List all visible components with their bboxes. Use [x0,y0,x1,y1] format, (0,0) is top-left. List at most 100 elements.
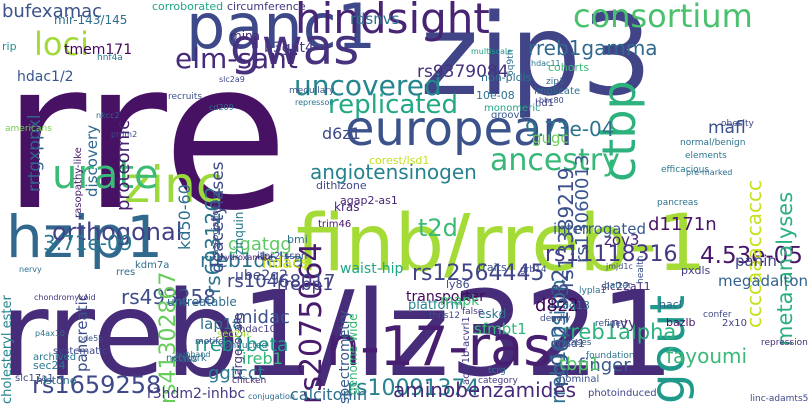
word-chondromyxoid: chondromyxoid [34,293,96,302]
word-calcitonin: calcitonin [290,385,368,404]
word-hdac11: hdac11 [531,59,561,68]
word-zov3: zov3 [604,231,640,249]
word-zip3: zip3 [420,0,653,121]
word-dithizone: dithizone [316,179,367,192]
word-batter: batter [604,281,632,291]
word-bhc80: bhc80 [539,96,564,105]
word-repression: repression [761,338,808,348]
word-recruits: recruits [168,92,203,102]
word-interrogated: interrogated [553,220,647,238]
word-nkcc2: nkcc2 [96,111,120,120]
word-waist-hip: waist-hip [340,261,404,277]
word-kras: kras [334,200,360,214]
word-hdac1-2: hdac1/2 [17,69,74,85]
word-false: false [462,307,484,317]
word-implicate: implicate [534,86,581,97]
word-orthogonal: orthogonal [52,218,183,246]
word-rs12564445: rs12564445 [412,261,545,286]
word-foundation: foundation [586,351,635,361]
word-archived: archived [33,352,77,363]
word-rreb1gamma: rreb1gamma [528,36,658,60]
word-meta-analyses: meta-analyses [773,191,797,346]
word-8q13: 8q13 [562,299,590,312]
word-histone: histone [36,374,77,387]
word-hnf4a: hnf4a [97,53,123,63]
word-slc22a11: slc22a11 [601,280,651,293]
word-acvr1b-acvrl1: acvr1b-acvrl1 [461,316,472,385]
word-consortium: consortium [573,0,753,35]
word-nvy: nvy [611,316,637,332]
word-motifs: motifs [195,337,224,347]
word-itpr2-sspn: itpr2-sspn [257,251,308,262]
word-mass: mass [171,354,198,365]
word-hdac10: hdac10 [239,324,277,335]
word-multiscale: multiscale [471,47,513,56]
word-trim46: trim46 [318,219,352,230]
word-prdm2: prdm2 [111,130,138,139]
word-megadalton: megadalton [718,272,808,290]
word-hydroxamate: hydroxamate [220,253,274,262]
word-category: category [478,376,518,386]
word-genome-wide: genome-wide [346,313,360,396]
word-rs493258: rs493258 [121,285,216,309]
word-kdm7a: kdm7a [135,260,170,271]
word-nervy: nervy [19,265,42,274]
word-systematic: systematic [53,346,108,357]
word-mapk: mapk [440,293,480,309]
word-dad1: dad1 [557,337,585,350]
word-lypla1: lypla1 [579,286,607,296]
word-pre-marked: pre-marked [686,168,733,177]
word-rs1659258: rs1659258 [32,371,162,399]
word-lap18: lap18 [200,315,242,333]
word-rs10468017: rs10468017 [227,271,336,292]
word-hd1: hd1 [535,98,555,109]
word-fayoumi: fayoumi [666,344,748,368]
word-angiotensinogen: angiotensinogen [310,160,477,184]
word-ube2q2: ube2q2 [235,268,289,284]
word-rre: rre [2,18,289,256]
word-repressor: repressor [295,98,333,107]
word-health: health [636,255,646,285]
word-associations: associations [211,199,221,255]
word-cd209: cd209 [209,103,234,112]
word-slc17a1: slc17a1 [15,373,54,384]
word-zinc: zinc [124,156,224,214]
word-rasopathy-like: rasopathy-like [73,147,84,218]
word-jmjd1c: jmjd1c [606,262,633,271]
word-normal-benign: normal/benign [680,138,746,148]
word-confer: confer [703,310,732,320]
word-elm-sant: elm-sant [175,42,298,75]
word-rdsnvs: rdsnvs [350,10,400,28]
word-rs9379084: rs9379084 [417,62,509,82]
word-panc1: panc1 [186,0,377,63]
word-replicated: replicated [328,90,458,120]
word-rres: rres [116,267,136,278]
word-pancreatic: pancreatic [73,292,91,372]
word-transporter: transporter [406,289,486,305]
word-hdacs: hdacs [262,253,310,272]
word-sec24c: sec24c [217,329,253,340]
word-agap2-as1: agap2-as1 [340,194,398,207]
word-corroborated: corroborated [152,0,224,13]
word-stc1: stc1 [542,32,561,42]
word-network: network [166,353,207,364]
word-ggatgg: ggatgg [228,234,292,255]
word-chicken: chicken [232,376,267,386]
word-tbp1: tbp1 [559,354,601,375]
word-hzip1: hzip1 [6,203,164,271]
word-bufexamac: bufexamac [2,1,103,22]
word-traits: traits [478,261,507,274]
word-cohorts: cohorts [548,61,590,74]
word-tcrg: tcrg [488,366,506,376]
word-n-17-ras: n-17-ras [326,315,552,378]
word-pde5b: pde5b [78,334,104,343]
word-rrebp1: rrebp1 [277,275,334,295]
word-untreatable: untreatable [167,295,237,309]
word-10e-08: 10e-08 [476,89,515,102]
word-rreb1alpha: rreb1alpha [562,320,677,344]
word-mina: mina [230,29,260,43]
word-platform: platform [408,298,464,313]
word-zip1: zip1 [546,77,565,87]
word-d6z1: d6z1 [322,124,361,143]
